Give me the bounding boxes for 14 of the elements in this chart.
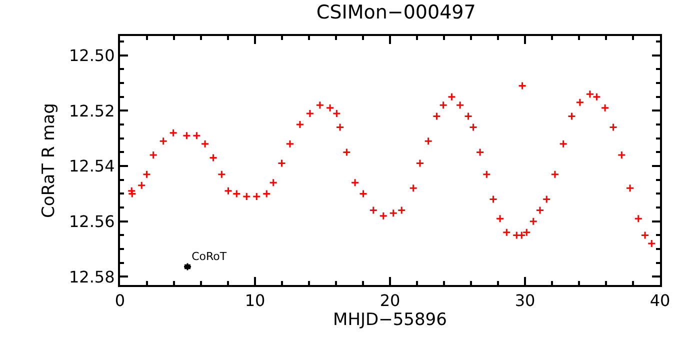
series-label: CoRoT (192, 250, 227, 263)
x-axis-title: MHJD−55896 (333, 310, 447, 330)
chart-title: CSIMon−000497 (316, 1, 476, 24)
y-tick-label: 12.52 (68, 101, 115, 120)
y-tick-label: 12.56 (68, 212, 115, 231)
y-tick-label: 12.54 (68, 156, 115, 176)
x-tick-label: 30 (514, 291, 536, 310)
x-tick-label: 0 (114, 291, 126, 310)
x-tick-label: 40 (650, 291, 670, 310)
y-tick-label: 12.50 (68, 46, 115, 65)
x-tick-label: 20 (380, 291, 400, 310)
y-axis-title: CoRaT R mag (39, 103, 60, 218)
y-tick-label: 12.58 (68, 267, 115, 286)
x-tick-label: 10 (244, 291, 266, 310)
